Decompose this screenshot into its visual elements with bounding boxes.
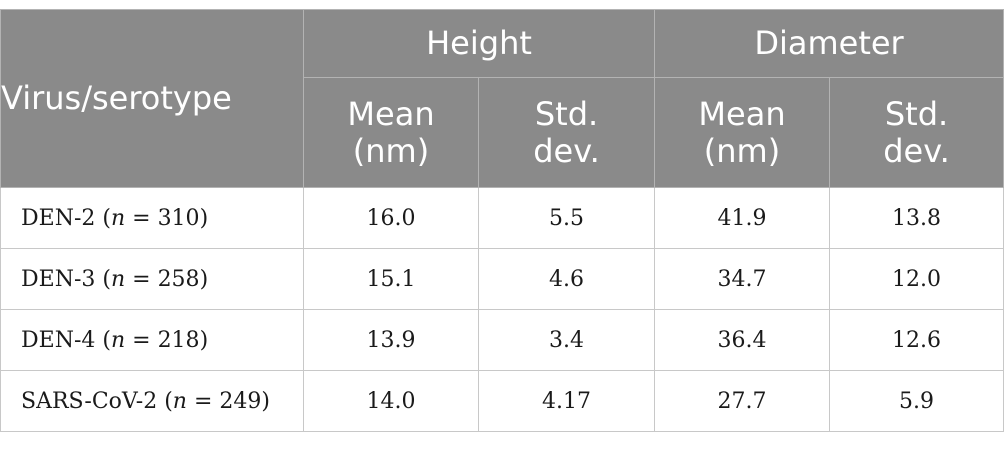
height-std-cell: 4.6 <box>478 248 655 310</box>
diameter-std-header-line2: dev. <box>883 131 950 170</box>
height-group-header: Height <box>303 9 655 78</box>
sample-count: 218 <box>157 327 200 353</box>
sample-count: 258 <box>157 266 200 292</box>
virus-cell: DEN-2 (n = 310) <box>0 187 304 249</box>
table-row: DEN-4 (n = 218) 13.9 3.4 36.4 12.6 <box>0 309 1005 371</box>
diameter-mean-header: Mean (nm) <box>654 77 830 188</box>
height-mean-cell: 13.9 <box>303 309 479 371</box>
data-table: Virus/serotype Height Diameter Mean (nm)… <box>0 9 1005 432</box>
height-mean-cell: 15.1 <box>303 248 479 310</box>
virus-cell: DEN-3 (n = 258) <box>0 248 304 310</box>
height-mean-header: Mean (nm) <box>303 77 479 188</box>
diameter-std-header-line1: Std. <box>884 94 949 133</box>
diameter-std-cell: 12.6 <box>828 309 1005 371</box>
height-std-cell: 3.4 <box>478 309 655 371</box>
height-mean-cell: 16.0 <box>303 187 479 249</box>
diameter-group-header: Diameter <box>653 9 1005 78</box>
height-mean-header-line1: Mean <box>347 94 435 133</box>
diameter-mean-cell: 27.7 <box>654 370 830 432</box>
n-symbol: n <box>172 388 187 414</box>
diameter-mean-header-line1: Mean <box>698 94 786 133</box>
virus-name: DEN-3 <box>21 266 96 292</box>
n-symbol: n <box>110 266 126 292</box>
diameter-mean-cell: 41.9 <box>654 187 830 249</box>
height-std-cell: 5.5 <box>478 187 655 249</box>
diameter-mean-cell: 36.4 <box>654 309 830 371</box>
virus-name: DEN-4 <box>21 327 96 353</box>
virus-cell: DEN-4 (n = 218) <box>0 309 304 371</box>
diameter-std-cell: 13.8 <box>828 187 1005 249</box>
sample-count: 310 <box>157 205 200 231</box>
n-symbol: n <box>110 205 126 231</box>
sample-count: 249 <box>219 388 262 414</box>
header-group-row: Virus/serotype Height Diameter <box>0 9 1005 188</box>
height-mean-header-line2: (nm) <box>352 131 430 170</box>
height-std-header-line1: Std. <box>534 94 599 133</box>
height-std-header: Std. dev. <box>478 77 655 188</box>
height-std-header-line2: dev. <box>533 131 600 170</box>
height-std-cell: 4.17 <box>478 370 655 432</box>
virus-name: DEN-2 <box>21 205 96 231</box>
header-sub-row: Mean (nm) Std. dev. Mean (nm) Std. dev. <box>1 77 1005 188</box>
diameter-std-cell: 12.0 <box>828 248 1005 310</box>
table-row: DEN-2 (n = 310) 16.0 5.5 41.9 13.8 <box>0 187 1005 249</box>
virus-cell: SARS-CoV-2 (n = 249) <box>0 370 304 432</box>
diameter-mean-header-line2: (nm) <box>703 131 781 170</box>
n-symbol: n <box>110 327 126 353</box>
table-row: SARS-CoV-2 (n = 249) 14.0 4.17 27.7 5.9 <box>0 370 1005 432</box>
diameter-std-header: Std. dev. <box>828 77 1005 188</box>
row-label-header: Virus/serotype <box>0 9 304 188</box>
virus-name: SARS-CoV-2 <box>21 388 158 414</box>
table-row: DEN-3 (n = 258) 15.1 4.6 34.7 12.0 <box>0 248 1005 310</box>
diameter-std-cell: 5.9 <box>828 370 1005 432</box>
diameter-mean-cell: 34.7 <box>654 248 830 310</box>
height-mean-cell: 14.0 <box>303 370 479 432</box>
